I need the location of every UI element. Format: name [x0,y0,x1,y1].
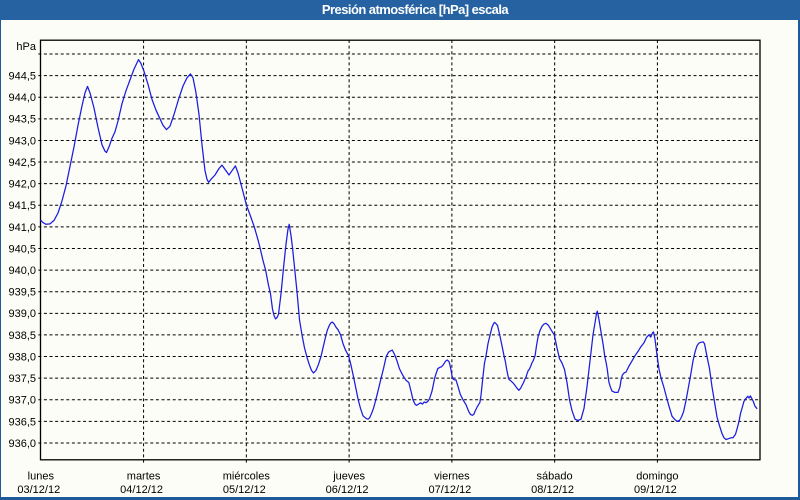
svg-text:942,5: 942,5 [8,157,36,169]
svg-text:936,5: 936,5 [8,416,36,428]
svg-text:sábado: sábado [537,471,573,483]
svg-text:lunes: lunes [28,471,55,483]
svg-text:08/12/12: 08/12/12 [531,484,574,496]
svg-text:938,0: 938,0 [8,351,36,363]
svg-text:939,0: 939,0 [8,308,36,320]
svg-text:domingo: domingo [636,471,678,483]
svg-text:09/12/12: 09/12/12 [634,484,677,496]
svg-text:03/12/12: 03/12/12 [17,484,60,496]
svg-text:viernes: viernes [434,471,470,483]
svg-text:06/12/12: 06/12/12 [326,484,369,496]
svg-text:943,5: 943,5 [8,114,36,126]
svg-text:04/12/12: 04/12/12 [120,484,163,496]
svg-text:940,5: 940,5 [8,243,36,255]
svg-text:941,0: 941,0 [8,222,36,234]
svg-text:05/12/12: 05/12/12 [223,484,266,496]
svg-text:jueves: jueves [332,471,365,483]
svg-text:martes: martes [127,471,161,483]
svg-text:944,5: 944,5 [8,71,36,83]
svg-text:937,5: 937,5 [8,373,36,385]
svg-text:hPa: hPa [16,41,36,53]
svg-text:943,0: 943,0 [8,135,36,147]
svg-text:07/12/12: 07/12/12 [428,484,471,496]
svg-text:miércoles: miércoles [223,471,271,483]
svg-text:937,0: 937,0 [8,395,36,407]
svg-text:936,0: 936,0 [8,438,36,450]
svg-text:938,5: 938,5 [8,330,36,342]
svg-text:939,5: 939,5 [8,287,36,299]
svg-text:942,0: 942,0 [8,179,36,191]
svg-text:940,0: 940,0 [8,265,36,277]
svg-text:941,5: 941,5 [8,200,36,212]
svg-text:944,0: 944,0 [8,92,36,104]
